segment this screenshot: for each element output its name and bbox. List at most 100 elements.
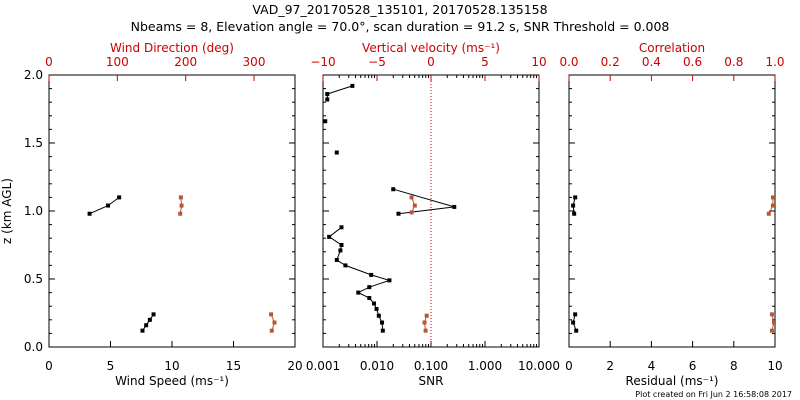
data-point bbox=[771, 320, 776, 325]
x-tick-label: 20 bbox=[287, 359, 302, 373]
y-tick-label: 0.0 bbox=[24, 340, 43, 354]
figure-subtitle: Nbeams = 8, Elevation angle = 70.0°, sca… bbox=[131, 19, 670, 34]
top-tick-label: 0 bbox=[427, 55, 435, 69]
x-tick-label: 10 bbox=[767, 359, 782, 373]
data-point bbox=[334, 257, 339, 262]
series-line bbox=[328, 226, 392, 331]
series-line bbox=[142, 314, 155, 331]
data-point bbox=[770, 195, 775, 200]
data-point bbox=[339, 225, 344, 230]
top-tick-label: 0.4 bbox=[642, 55, 661, 69]
top-tick-label: 0.0 bbox=[559, 55, 578, 69]
data-point bbox=[573, 312, 578, 317]
data-point bbox=[325, 92, 330, 97]
data-point bbox=[178, 211, 183, 216]
panel-residual: 0 2 4 6 8 10 0.0 0.2 0.4 0.6 0.8 1.0 Residual (ms⁻¹)… bbox=[559, 41, 784, 388]
y-tick-label: 1.0 bbox=[24, 204, 43, 218]
x-tick-label: 6 bbox=[689, 359, 697, 373]
data-point bbox=[409, 195, 414, 200]
data-point bbox=[571, 320, 576, 325]
data-point bbox=[387, 278, 392, 283]
data-point bbox=[367, 285, 372, 290]
series-line bbox=[89, 196, 120, 215]
series-line bbox=[393, 188, 455, 215]
data-point bbox=[380, 328, 385, 333]
plot-frame bbox=[48, 74, 296, 348]
x-tick-label: 0.010 bbox=[360, 359, 394, 373]
data-point bbox=[140, 328, 145, 333]
x-axis-label: Wind Speed (ms⁻¹) bbox=[115, 374, 229, 388]
x-tick-label: 10.000 bbox=[518, 359, 560, 373]
x-tick-label: 2 bbox=[606, 359, 614, 373]
data-point bbox=[372, 301, 377, 306]
data-point bbox=[334, 150, 339, 155]
plot-frame bbox=[568, 74, 776, 348]
data-point bbox=[396, 211, 401, 216]
data-point bbox=[147, 317, 152, 322]
y-tick-label: 1.5 bbox=[24, 136, 43, 150]
data-point bbox=[572, 211, 577, 216]
data-point bbox=[423, 328, 428, 333]
data-point bbox=[380, 320, 385, 325]
data-point bbox=[769, 312, 774, 317]
x-tick-label: 0 bbox=[565, 359, 573, 373]
data-point bbox=[327, 234, 332, 239]
top-tick-label: 1.0 bbox=[765, 55, 784, 69]
top-tick-label: 10 bbox=[531, 55, 546, 69]
data-point bbox=[144, 323, 149, 328]
data-point bbox=[424, 313, 429, 318]
top-axis-label: Wind Direction (deg) bbox=[110, 41, 234, 55]
top-tick-label: 5 bbox=[481, 55, 489, 69]
top-tick-label: −5 bbox=[368, 55, 386, 69]
x-tick-label: 0.001 bbox=[306, 359, 340, 373]
data-point bbox=[339, 243, 344, 247]
data-point bbox=[374, 306, 379, 311]
data-point bbox=[179, 203, 184, 208]
data-point bbox=[391, 187, 396, 192]
data-point bbox=[272, 320, 277, 325]
data-point bbox=[409, 210, 414, 215]
data-point bbox=[571, 203, 576, 208]
data-point bbox=[376, 313, 381, 318]
data-point bbox=[87, 211, 92, 216]
y-tick-label: 2.0 bbox=[24, 68, 43, 82]
data-point bbox=[769, 328, 774, 333]
top-tick-label: −10 bbox=[310, 55, 335, 69]
x-tick-label: 8 bbox=[730, 359, 738, 373]
top-axis-label: Correlation bbox=[639, 41, 705, 55]
data-point bbox=[350, 83, 355, 88]
top-tick-label: 200 bbox=[174, 55, 197, 69]
x-tick-label: 1.000 bbox=[468, 359, 502, 373]
y-tick-label: 0.5 bbox=[24, 272, 43, 286]
top-tick-label: 0.2 bbox=[601, 55, 620, 69]
data-point bbox=[412, 203, 417, 208]
data-point bbox=[770, 203, 775, 208]
x-axis-label: Residual (ms⁻¹) bbox=[626, 374, 719, 388]
top-axis-label: Vertical velocity (ms⁻¹) bbox=[362, 41, 500, 55]
top-tick-label: 100 bbox=[106, 55, 129, 69]
data-point bbox=[151, 312, 156, 317]
top-tick-label: 0.6 bbox=[683, 55, 702, 69]
data-point bbox=[269, 328, 274, 333]
data-point bbox=[452, 204, 457, 209]
top-tick-label: 0.8 bbox=[724, 55, 743, 69]
top-tick-label: 300 bbox=[243, 55, 266, 69]
series-line bbox=[326, 85, 353, 100]
data-point bbox=[356, 290, 361, 295]
plot-credit: Plot created on Fri Jun 2 16:58:08 2017 bbox=[635, 390, 792, 399]
data-point bbox=[573, 195, 578, 200]
panel-snr: 0.001 0.010 0.100 1.000 10.000 −10 −5 0 5 10 SNR Ve… bbox=[306, 41, 560, 388]
x-tick-label: 0.100 bbox=[414, 359, 448, 373]
x-tick-label: 15 bbox=[226, 359, 241, 373]
x-tick-label: 4 bbox=[648, 359, 656, 373]
top-tick-label: 0 bbox=[45, 55, 53, 69]
data-point bbox=[343, 263, 348, 268]
y-axis-label: z (km AGL) bbox=[0, 178, 14, 244]
data-point bbox=[766, 211, 771, 216]
x-axis-label: SNR bbox=[419, 374, 444, 388]
x-tick-label: 5 bbox=[107, 359, 115, 373]
data-point bbox=[367, 296, 372, 301]
